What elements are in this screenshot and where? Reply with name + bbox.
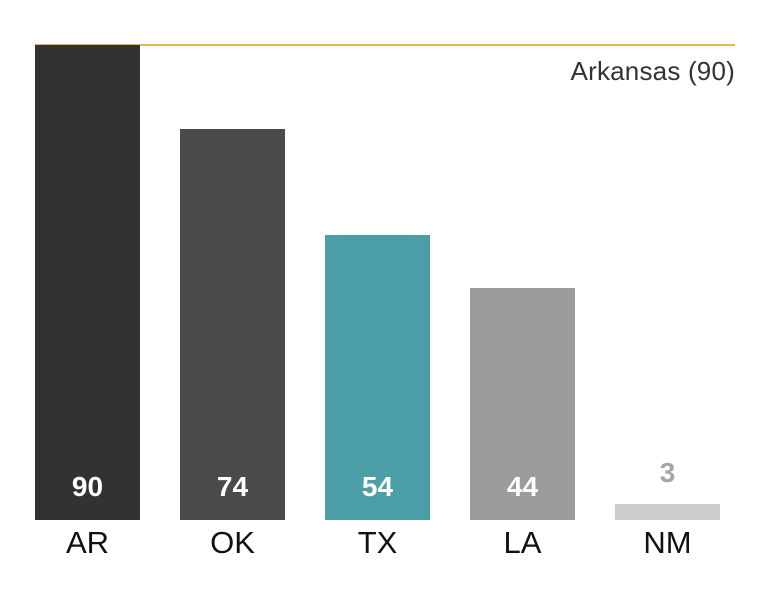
bar-value-label-la: 44: [506, 471, 539, 502]
bar-nm: [615, 504, 720, 520]
bar-value-label-ar: 90: [71, 471, 104, 502]
x-axis-label-ok: OK: [210, 525, 255, 560]
x-axis-label-la: LA: [503, 525, 542, 560]
bar-ok: [180, 129, 285, 520]
bar-tx: [325, 235, 430, 520]
bar-ar: [35, 45, 140, 520]
bar-value-label-tx: 54: [361, 471, 394, 502]
reference-line-label: Arkansas (90): [570, 56, 735, 86]
reference-line: [35, 44, 735, 46]
x-axis-label-nm: NM: [643, 525, 692, 560]
bar-value-label-nm: 3: [659, 457, 676, 489]
bar-value-label-ok: 74: [216, 471, 249, 502]
x-axis-label-ar: AR: [65, 525, 110, 560]
bar-la: [470, 287, 575, 520]
x-axis-label-tx: TX: [357, 525, 398, 560]
